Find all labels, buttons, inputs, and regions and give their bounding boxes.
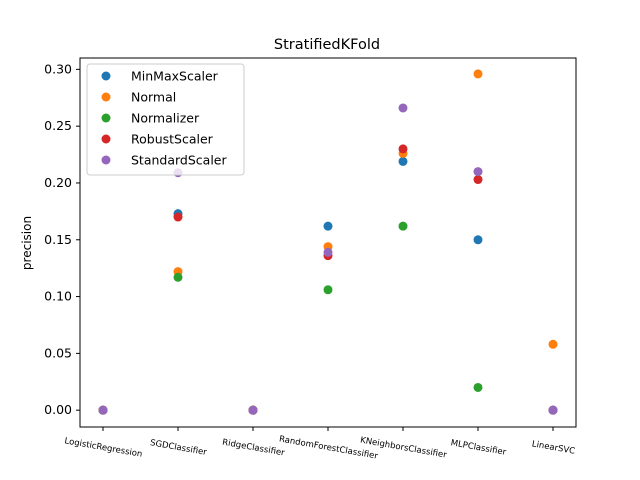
- point-normalizer: [398, 221, 408, 231]
- point-standardscaler: [398, 103, 408, 113]
- legend-label: StandardScaler: [131, 153, 227, 168]
- point-minmaxscaler: [323, 221, 333, 231]
- point-robustscaler: [473, 175, 483, 185]
- plot-area-frame: [79, 57, 577, 428]
- y-axis-ticks: 0.00 0.05 0.10 0.15 0.20 0.25 0.30: [44, 61, 80, 417]
- x-tick-label: LogisticRegression: [64, 436, 143, 460]
- x-tick-label: SGDClassifier: [149, 438, 208, 458]
- point-standardscaler: [473, 167, 483, 177]
- point-robustscaler: [173, 212, 183, 222]
- chart-title: StratifiedKFold: [274, 37, 380, 53]
- y-tick-label: 0.15: [44, 232, 72, 247]
- point-normal: [473, 69, 483, 79]
- y-tick-label: 0.10: [44, 289, 72, 304]
- point-normalizer: [173, 272, 183, 282]
- legend-marker: [101, 134, 111, 144]
- x-tick-label: MLPClassifier: [450, 438, 507, 458]
- data-points: [98, 69, 558, 415]
- y-tick-label: 0.30: [44, 61, 72, 76]
- point-robustscaler: [398, 144, 408, 154]
- legend-marker: [101, 71, 111, 81]
- legend-label: MinMaxScaler: [131, 69, 219, 84]
- point-standardscaler: [548, 405, 558, 415]
- point-standardscaler: [248, 405, 258, 415]
- legend: MinMaxScaler Normal Normalizer RobustScaler…: [86, 63, 245, 176]
- point-minmaxscaler: [398, 156, 408, 166]
- y-tick-label: 0.20: [44, 175, 72, 190]
- legend-label: Normalizer: [131, 111, 200, 126]
- y-tick-label: 0.05: [44, 345, 72, 360]
- point-minmaxscaler: [473, 235, 483, 245]
- point-normalizer: [323, 285, 333, 295]
- legend-box: [86, 63, 245, 176]
- legend-label: RobustScaler: [131, 132, 214, 147]
- y-tick-label: 0.00: [44, 402, 72, 417]
- x-axis-ticks: LogisticRegression SGDClassifier RidgeClas…: [64, 427, 576, 462]
- legend-marker: [101, 113, 111, 123]
- legend-marker: [101, 155, 111, 165]
- legend-marker: [101, 92, 111, 102]
- x-tick-label: RidgeClassifier: [221, 438, 285, 459]
- y-axis-label: precision: [20, 216, 34, 270]
- legend-label: Normal: [131, 90, 176, 105]
- x-tick-label: LinearSVC: [531, 439, 576, 456]
- point-standardscaler: [323, 247, 333, 257]
- point-normal: [548, 339, 558, 349]
- y-tick-label: 0.25: [44, 118, 72, 133]
- point-normalizer: [473, 382, 483, 392]
- point-standardscaler: [98, 405, 108, 415]
